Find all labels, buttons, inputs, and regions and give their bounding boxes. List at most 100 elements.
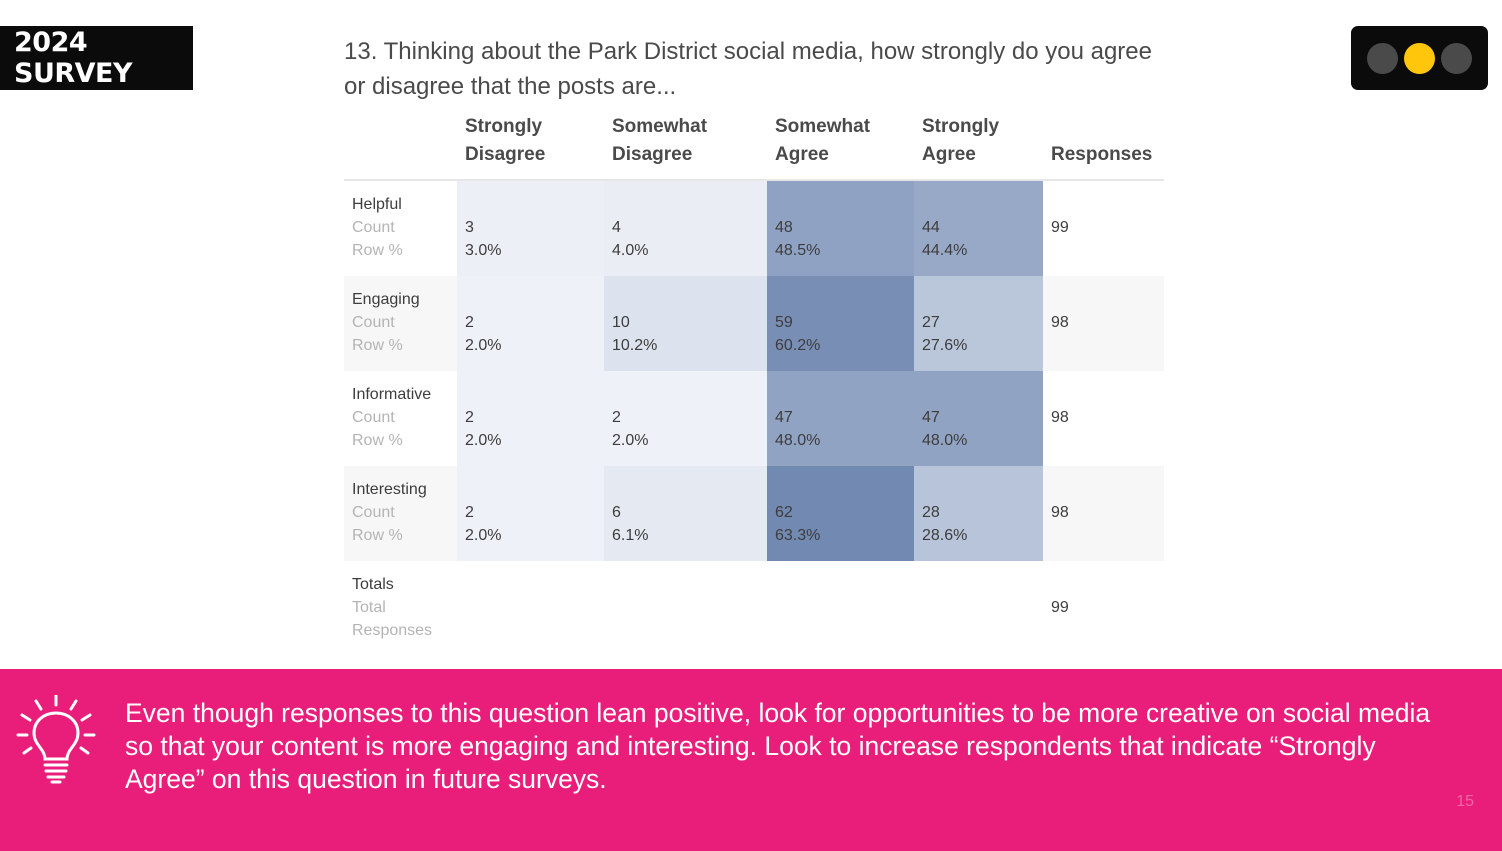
insight-banner: Even though responses to this question l… (0, 669, 1502, 851)
cell-count: 2 (465, 409, 474, 426)
header-somewhat-disagree: Somewhat Disagree (604, 113, 767, 181)
survey-badge: 2024 SURVEY (0, 26, 193, 90)
header-empty (344, 113, 457, 181)
responses-value: 98 (1051, 504, 1069, 521)
nav-dot-active (1404, 42, 1435, 74)
row-pct-label: Row % (352, 337, 403, 354)
cell-count: 4 (612, 219, 621, 236)
cell-count: 47 (775, 409, 793, 426)
table-row: Interesting Count Row % 2 2.0% 6 6.1% 62 63.3% 28… (344, 466, 1164, 561)
slide-nav-dots (1351, 26, 1488, 90)
totals-empty-cell (457, 561, 604, 656)
page-number: 15 (1456, 793, 1474, 810)
cell-pct: 2.0% (465, 337, 502, 354)
cell-count: 27 (922, 314, 940, 331)
cell-responses: 98 (1043, 466, 1164, 561)
cell-count: 3 (465, 219, 474, 236)
row-label-cell: Interesting Count Row % (344, 466, 457, 561)
cell-pct: 2.0% (465, 432, 502, 449)
cell-count: 2 (465, 314, 474, 331)
totals-label-cell: Totals Total Responses (344, 561, 457, 656)
cell-strongly-agree: 28 28.6% (914, 466, 1043, 561)
cell-count: 44 (922, 219, 940, 236)
cell-strongly-agree: 44 44.4% (914, 180, 1043, 276)
cell-count: 59 (775, 314, 793, 331)
cell-pct: 28.6% (922, 527, 968, 544)
cell-pct: 48.0% (922, 432, 968, 449)
cell-count: 28 (922, 504, 940, 521)
cell-strongly-agree: 27 27.6% (914, 276, 1043, 371)
cell-somewhat-disagree: 4 4.0% (604, 180, 767, 276)
totals-sublabel: Responses (352, 622, 433, 639)
cell-count: 62 (775, 504, 793, 521)
cell-pct: 3.0% (465, 242, 502, 259)
lightbulb-icon (16, 695, 96, 784)
responses-value: 98 (1051, 314, 1069, 331)
row-label: Informative (352, 386, 432, 403)
table-row: Engaging Count Row % 2 2.0% 10 10.2% 59 60.2% 27 2… (344, 276, 1164, 371)
responses-value: 99 (1051, 219, 1069, 236)
cell-strongly-disagree: 2 2.0% (457, 276, 604, 371)
survey-badge-label: 2024 SURVEY (14, 27, 133, 89)
cell-somewhat-agree: 59 60.2% (767, 276, 914, 371)
cell-pct: 2.0% (465, 527, 502, 544)
cell-pct: 27.6% (922, 337, 968, 354)
totals-empty-cell (604, 561, 767, 656)
table-header-row: Strongly Disagree Somewhat Disagree Somewh… (344, 113, 1164, 181)
row-label-cell: Informative Count Row % (344, 371, 457, 466)
row-pct-label: Row % (352, 432, 403, 449)
cell-somewhat-disagree: 10 10.2% (604, 276, 767, 371)
insight-text: Even though responses to this question l… (125, 698, 1431, 794)
cell-strongly-agree: 47 48.0% (914, 371, 1043, 466)
cell-responses: 99 (1043, 180, 1164, 276)
totals-responses-cell: 99 (1043, 561, 1164, 656)
row-label-cell: Helpful Count Row % (344, 180, 457, 276)
cell-pct: 4.0% (612, 242, 649, 259)
totals-label: Totals (352, 576, 394, 593)
header-strongly-disagree: Strongly Disagree (457, 113, 604, 181)
totals-sublabel: Total (352, 599, 386, 616)
table-row: Helpful Count Row % 3 3.0% 4 4.0% 48 48.5% 44 44.4… (344, 180, 1164, 276)
row-pct-label: Row % (352, 242, 403, 259)
count-label: Count (352, 409, 395, 426)
cell-somewhat-agree: 47 48.0% (767, 371, 914, 466)
cell-pct: 6.1% (612, 527, 649, 544)
cell-pct: 2.0% (612, 432, 649, 449)
nav-dot (1441, 42, 1472, 74)
cell-somewhat-agree: 62 63.3% (767, 466, 914, 561)
totals-responses: 99 (1051, 599, 1069, 616)
cell-strongly-disagree: 3 3.0% (457, 180, 604, 276)
question-title: 13. Thinking about the Park District soc… (344, 38, 1152, 100)
count-label: Count (352, 219, 395, 236)
row-label: Engaging (352, 291, 420, 308)
cell-count: 6 (612, 504, 621, 521)
cell-responses: 98 (1043, 276, 1164, 371)
cell-pct: 10.2% (612, 337, 658, 354)
responses-value: 98 (1051, 409, 1069, 426)
cell-somewhat-agree: 48 48.5% (767, 180, 914, 276)
row-label: Helpful (352, 196, 402, 213)
cell-count: 48 (775, 219, 793, 236)
cell-pct: 48.0% (775, 432, 821, 449)
header-responses: Responses (1043, 113, 1164, 181)
totals-empty-cell (767, 561, 914, 656)
cell-pct: 60.2% (775, 337, 821, 354)
cell-pct: 48.5% (775, 242, 821, 259)
table-row: Informative Count Row % 2 2.0% 2 2.0% 47 48.0% 47… (344, 371, 1164, 466)
cell-strongly-disagree: 2 2.0% (457, 466, 604, 561)
cell-count: 10 (612, 314, 630, 331)
cell-count: 2 (465, 504, 474, 521)
cell-strongly-disagree: 2 2.0% (457, 371, 604, 466)
crosstab-table: Strongly Disagree Somewhat Disagree Somewh… (344, 113, 1164, 656)
nav-dot (1367, 42, 1398, 74)
count-label: Count (352, 504, 395, 521)
cell-count: 47 (922, 409, 940, 426)
cell-responses: 98 (1043, 371, 1164, 466)
totals-row: Totals Total Responses 99 (344, 561, 1164, 656)
row-label-cell: Engaging Count Row % (344, 276, 457, 371)
cell-somewhat-disagree: 2 2.0% (604, 371, 767, 466)
count-label: Count (352, 314, 395, 331)
header-strongly-agree: Strongly Agree (914, 113, 1043, 181)
header-somewhat-agree: Somewhat Agree (767, 113, 914, 181)
row-label: Interesting (352, 481, 427, 498)
